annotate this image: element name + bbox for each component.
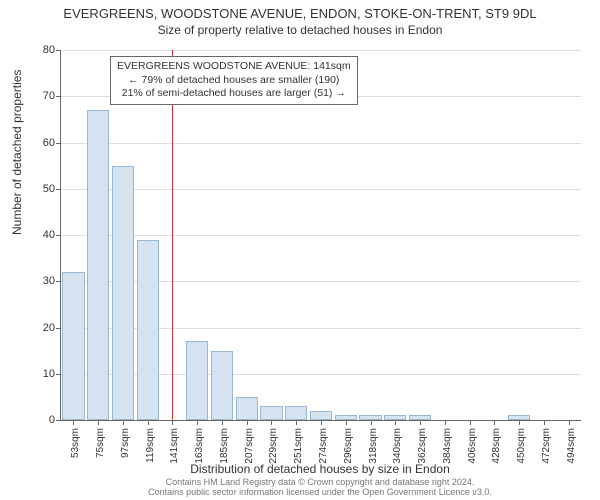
bar: [260, 406, 282, 420]
xtick-mark: [296, 420, 297, 425]
bar: [62, 272, 84, 420]
ytick-mark: [56, 50, 61, 51]
ytick-mark: [56, 328, 61, 329]
y-axis-label: Number of detached properties: [10, 70, 24, 235]
xtick-mark: [371, 420, 372, 425]
xtick-mark: [346, 420, 347, 425]
xtick-mark: [123, 420, 124, 425]
chart-subtitle: Size of property relative to detached ho…: [0, 21, 600, 37]
bar: [285, 406, 307, 420]
bar: [236, 397, 258, 420]
xtick-mark: [494, 420, 495, 425]
ytick-label: 50: [25, 183, 55, 195]
xtick-mark: [73, 420, 74, 425]
x-axis-label: Distribution of detached houses by size …: [60, 462, 580, 476]
ytick-label: 30: [25, 275, 55, 287]
xtick-mark: [519, 420, 520, 425]
xtick-mark: [569, 420, 570, 425]
ytick-label: 0: [25, 414, 55, 426]
xtick-label: 472sqm: [541, 428, 552, 464]
ytick-label: 20: [25, 322, 55, 334]
xtick-label: 406sqm: [467, 428, 478, 464]
chart-container: EVERGREENS, WOODSTONE AVENUE, ENDON, STO…: [0, 0, 600, 500]
ytick-mark: [56, 420, 61, 421]
chart-area: 0102030405060708053sqm75sqm97sqm119sqm14…: [60, 50, 580, 420]
xtick-mark: [470, 420, 471, 425]
xtick-mark: [445, 420, 446, 425]
chart-title: EVERGREENS, WOODSTONE AVENUE, ENDON, STO…: [0, 0, 600, 21]
xtick-mark: [321, 420, 322, 425]
xtick-mark: [197, 420, 198, 425]
xtick-label: 428sqm: [491, 428, 502, 464]
annotation-box: EVERGREENS WOODSTONE AVENUE: 141sqm ← 79…: [110, 56, 358, 105]
annotation-line1: EVERGREENS WOODSTONE AVENUE: 141sqm: [117, 60, 351, 74]
xtick-label: 97sqm: [120, 428, 131, 458]
reference-line: [172, 50, 173, 420]
xtick-mark: [544, 420, 545, 425]
plot-region: 0102030405060708053sqm75sqm97sqm119sqm14…: [60, 50, 581, 421]
ytick-mark: [56, 189, 61, 190]
xtick-label: 296sqm: [343, 428, 354, 464]
annotation-line3: 21% of semi-detached houses are larger (…: [117, 87, 351, 101]
xtick-label: 274sqm: [318, 428, 329, 464]
xtick-label: 185sqm: [219, 428, 230, 464]
xtick-label: 229sqm: [268, 428, 279, 464]
xtick-mark: [420, 420, 421, 425]
annotation-line2: ← 79% of detached houses are smaller (19…: [117, 74, 351, 88]
xtick-label: 163sqm: [194, 428, 205, 464]
xtick-mark: [222, 420, 223, 425]
xtick-label: 362sqm: [417, 428, 428, 464]
ytick-label: 80: [25, 44, 55, 56]
ytick-mark: [56, 281, 61, 282]
xtick-label: 494sqm: [566, 428, 577, 464]
bar: [186, 341, 208, 420]
ytick-mark: [56, 143, 61, 144]
bar: [87, 110, 109, 420]
ytick-label: 60: [25, 137, 55, 149]
xtick-label: 119sqm: [145, 428, 156, 463]
xtick-label: 251sqm: [293, 428, 304, 464]
xtick-label: 318sqm: [368, 428, 379, 464]
gridline: [61, 50, 581, 51]
xtick-mark: [247, 420, 248, 425]
bar: [112, 166, 134, 420]
xtick-mark: [395, 420, 396, 425]
xtick-mark: [172, 420, 173, 425]
ytick-label: 10: [25, 368, 55, 380]
ytick-mark: [56, 374, 61, 375]
xtick-mark: [98, 420, 99, 425]
xtick-mark: [148, 420, 149, 425]
footer-text: Contains HM Land Registry data © Crown c…: [60, 478, 580, 498]
gridline: [61, 189, 581, 190]
bar: [310, 411, 332, 420]
footer-line2: Contains public sector information licen…: [60, 488, 580, 498]
ytick-label: 70: [25, 90, 55, 102]
ytick-mark: [56, 96, 61, 97]
xtick-label: 141sqm: [169, 428, 180, 464]
xtick-label: 450sqm: [516, 428, 527, 464]
bar: [137, 240, 159, 420]
gridline: [61, 235, 581, 236]
gridline: [61, 143, 581, 144]
xtick-mark: [271, 420, 272, 425]
xtick-label: 75sqm: [95, 428, 106, 458]
ytick-label: 40: [25, 229, 55, 241]
xtick-label: 384sqm: [442, 428, 453, 464]
xtick-label: 340sqm: [392, 428, 403, 464]
bar: [211, 351, 233, 420]
xtick-label: 207sqm: [244, 428, 255, 464]
ytick-mark: [56, 235, 61, 236]
xtick-label: 53sqm: [70, 428, 81, 458]
